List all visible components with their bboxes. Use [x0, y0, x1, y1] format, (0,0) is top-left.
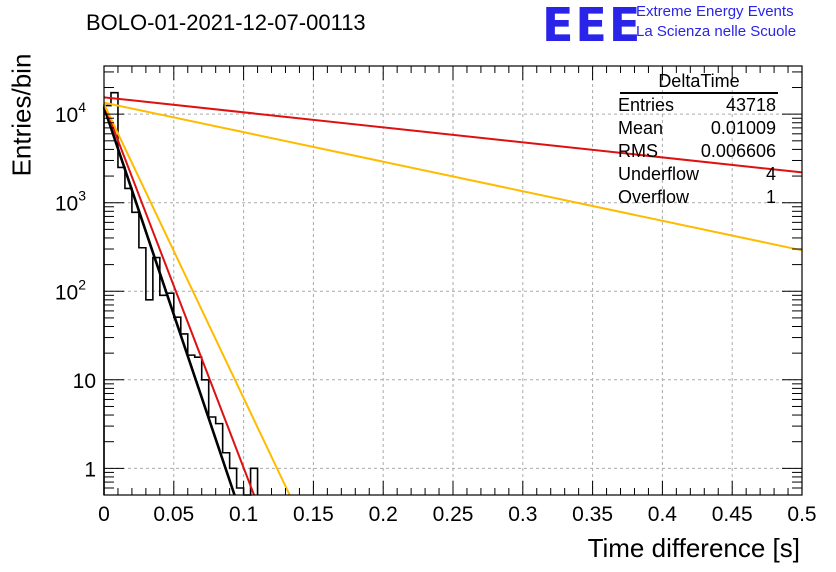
stats-label: Overflow: [618, 187, 690, 207]
histogram-outline: [103, 91, 259, 496]
x-tick-label: 0.1: [229, 503, 258, 526]
stats-value: 0.01009: [710, 118, 776, 138]
series-line-1: [103, 103, 256, 496]
logo-line-2: La Scienza nelle Scuole: [636, 23, 797, 40]
x-tick-label: 0.5: [787, 503, 816, 526]
x-tick-label: 0.15: [293, 503, 334, 526]
y-tick-label: 104: [55, 99, 86, 127]
stats-label: Mean: [618, 118, 664, 138]
fit-lines: [102, 96, 803, 496]
series-line-0: [102, 106, 236, 496]
stats-title: DeltaTime: [620, 70, 778, 94]
y-axis-label-wrap: Entries/bin: [2, 40, 42, 190]
x-axis-label: Time difference [s]: [587, 533, 800, 563]
chart-title: BOLO-01-2021-12-07-00113: [86, 10, 366, 35]
stats-value: 1: [765, 187, 776, 207]
x-tick-label: 0.3: [508, 503, 537, 526]
stats-value: 43718: [725, 95, 776, 115]
x-tick-label: 0.35: [572, 503, 613, 526]
x-tick-label: 0.4: [648, 503, 678, 526]
y-axis-label: Entries/bin: [6, 53, 37, 177]
stats-row-rms: RMS 0.006606: [612, 140, 780, 163]
x-tick-label: 0.45: [712, 503, 753, 526]
logo-line-1: Extreme Energy Events: [636, 3, 794, 20]
y-tick-label: 103: [55, 188, 86, 216]
stats-value: 4: [765, 164, 776, 184]
series-line-4: [103, 101, 803, 252]
axes: 0 0.05 0.1 0.15 0.2 0.25 0.3 0.35 0.4 0.45 0.5 1 10 1…: [55, 65, 817, 526]
series-line-3: [103, 96, 803, 174]
stats-row-underflow: Underflow 4: [612, 163, 780, 186]
stats-label: Underflow: [618, 164, 700, 184]
x-tick-label: 0: [98, 503, 110, 526]
y-tick-label: 102: [55, 276, 86, 304]
grid: [104, 66, 802, 495]
histogram: [103, 91, 259, 496]
stats-value: 0.006606: [700, 141, 776, 161]
x-tick-label: 0.25: [433, 503, 474, 526]
x-tick-label: 0.05: [153, 503, 194, 526]
stats-label: Entries: [618, 95, 675, 115]
stats-box: DeltaTime Entries 43718 Mean 0.01009 RMS…: [612, 70, 780, 209]
y-tick-label: 10: [73, 370, 96, 393]
stats-row-mean: Mean 0.01009: [612, 117, 780, 140]
eee-logo-mark: EEE: [542, 0, 643, 52]
stats-row-entries: Entries 43718: [612, 94, 780, 117]
y-tick-label: 1: [84, 458, 96, 481]
stats-row-overflow: Overflow 1: [612, 186, 780, 209]
x-tick-label: 0.2: [369, 503, 398, 526]
stats-label: RMS: [618, 141, 658, 161]
series-line-2: [103, 103, 291, 496]
